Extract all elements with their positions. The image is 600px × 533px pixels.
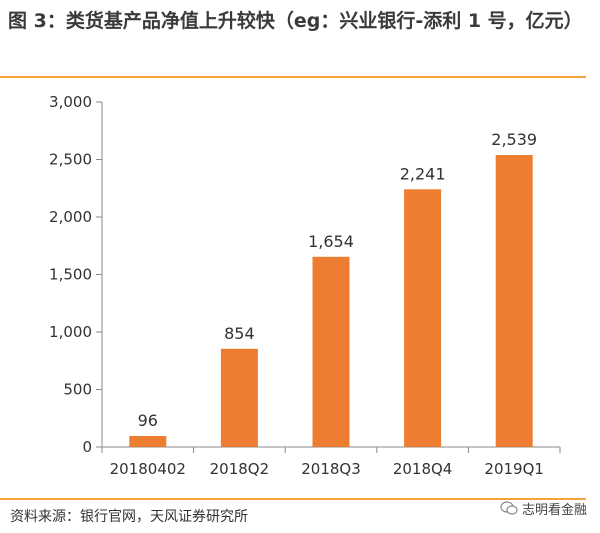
x-axis: 20180402 2018Q2 2018Q3 2018Q4 2019Q1	[101, 446, 561, 478]
watermark-text: 志明看金融	[522, 502, 588, 518]
y-tick-label: 2,000	[49, 208, 92, 226]
bar	[220, 348, 258, 447]
top-rule	[0, 76, 586, 78]
y-tick-label: 3,000	[49, 93, 92, 111]
bar	[129, 435, 167, 447]
wechat-icon	[500, 501, 518, 515]
y-tick-label: 2,500	[49, 151, 92, 169]
y-tick-label: 0	[82, 438, 92, 456]
bar-value-label: 96	[138, 411, 158, 430]
bar-value-label: 2,539	[491, 130, 537, 149]
x-tick-label: 2018Q4	[393, 460, 453, 478]
x-tick-label: 20180402	[110, 460, 186, 478]
x-tick-label: 2018Q3	[301, 460, 361, 478]
data-labels: 96 854 1,654 2,241 2,539	[138, 130, 537, 430]
bar-value-label: 854	[224, 324, 255, 343]
figure-title: 图 3：类货基产品净值上升较快（eg：兴业银行-添利 1 号，亿元）	[8, 10, 583, 32]
source-note: 资料来源：银行官网，天风证券研究所	[10, 509, 248, 525]
y-tick-label: 1,500	[49, 266, 92, 284]
bar-value-label: 2,241	[400, 164, 446, 183]
x-tick-label: 2019Q1	[484, 460, 544, 478]
y-axis: 0 500 1,000 1,500 2,000 2,500 3,000	[49, 93, 103, 456]
bar-value-label: 1,654	[308, 232, 354, 251]
y-tick-label: 1,000	[49, 323, 92, 341]
bars	[129, 155, 533, 447]
bottom-rule	[0, 498, 586, 500]
x-tick-label: 2018Q2	[210, 460, 270, 478]
y-tick-label: 500	[63, 381, 92, 399]
bar	[404, 189, 442, 447]
watermark: 志明看金融	[500, 494, 600, 522]
bar	[495, 155, 533, 447]
bar	[312, 256, 350, 447]
